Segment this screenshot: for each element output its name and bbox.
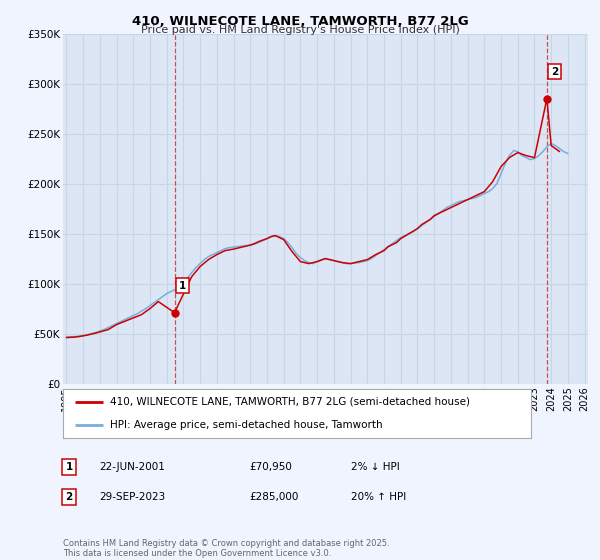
Text: 1: 1 — [179, 281, 186, 291]
Text: 1: 1 — [65, 462, 73, 472]
Text: 2: 2 — [551, 67, 558, 77]
Text: 410, WILNECOTE LANE, TAMWORTH, B77 2LG: 410, WILNECOTE LANE, TAMWORTH, B77 2LG — [131, 15, 469, 27]
Text: 20% ↑ HPI: 20% ↑ HPI — [351, 492, 406, 502]
Text: £285,000: £285,000 — [249, 492, 298, 502]
Text: 410, WILNECOTE LANE, TAMWORTH, B77 2LG (semi-detached house): 410, WILNECOTE LANE, TAMWORTH, B77 2LG (… — [110, 397, 470, 407]
Text: HPI: Average price, semi-detached house, Tamworth: HPI: Average price, semi-detached house,… — [110, 419, 382, 430]
Text: 29-SEP-2023: 29-SEP-2023 — [99, 492, 165, 502]
Text: 22-JUN-2001: 22-JUN-2001 — [99, 462, 165, 472]
Text: £70,950: £70,950 — [249, 462, 292, 472]
Text: Contains HM Land Registry data © Crown copyright and database right 2025.
This d: Contains HM Land Registry data © Crown c… — [63, 539, 389, 558]
Text: 2: 2 — [65, 492, 73, 502]
Text: Price paid vs. HM Land Registry's House Price Index (HPI): Price paid vs. HM Land Registry's House … — [140, 25, 460, 35]
Text: 2% ↓ HPI: 2% ↓ HPI — [351, 462, 400, 472]
